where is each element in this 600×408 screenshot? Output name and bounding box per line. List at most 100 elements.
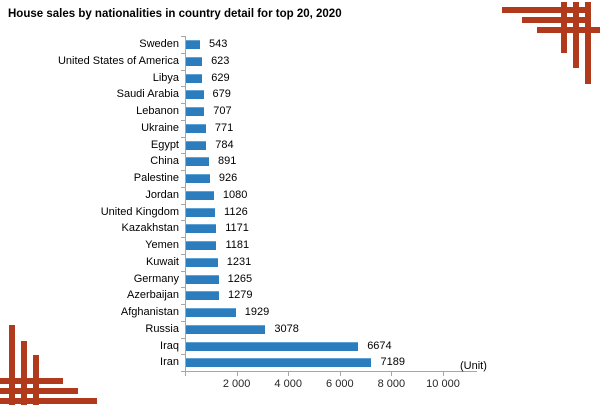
bar [186, 341, 359, 351]
corner-decoration-bottom-left [0, 325, 97, 405]
value-label: 7189 [380, 356, 405, 369]
value-label: 1126 [224, 205, 248, 218]
decoration-bars [502, 2, 600, 84]
x-tick-label: 2 000 [222, 378, 251, 390]
y-tick [181, 136, 185, 138]
y-tick [181, 371, 185, 372]
category-label: United States of America [57, 54, 179, 67]
category-label: Iraq [160, 339, 179, 352]
value-label: 1080 [222, 188, 248, 201]
value-label: 543 [209, 38, 228, 50]
bar [186, 157, 209, 167]
y-tick [181, 36, 185, 37]
y-tick [181, 203, 185, 205]
bar [186, 56, 203, 66]
x-tick [339, 372, 341, 376]
decoration-bars [0, 325, 97, 405]
value-label: 1181 [225, 239, 250, 251]
value-label: 1265 [227, 272, 253, 285]
category-label: China [150, 155, 179, 168]
y-tick [181, 320, 185, 322]
value-label: 784 [215, 138, 234, 151]
category-label: Russia [145, 322, 179, 335]
category-label: Jordan [145, 188, 179, 201]
bar [186, 274, 219, 284]
bar [186, 73, 203, 83]
bar [186, 107, 205, 116]
category-label: Yemen [145, 239, 179, 251]
value-label: 926 [218, 172, 238, 184]
y-tick [181, 186, 185, 188]
category-label: Libya [152, 71, 179, 84]
y-tick [181, 52, 185, 54]
category-label: United Kingdom [100, 205, 179, 218]
value-label: 679 [212, 88, 231, 101]
y-tick [181, 86, 185, 88]
chart-title: House sales by nationalities in country … [8, 8, 342, 20]
bar [186, 40, 200, 49]
y-tick [181, 170, 185, 171]
y-tick [181, 253, 185, 255]
bar [186, 174, 210, 183]
y-tick [181, 304, 185, 305]
y-tick [181, 270, 185, 272]
category-label: Sweden [139, 38, 179, 50]
corner-decoration-top-right [502, 2, 600, 84]
value-label: 1231 [226, 255, 252, 268]
y-tick [181, 153, 185, 155]
bar [186, 291, 219, 301]
value-label: 3078 [274, 322, 299, 335]
x-tick [185, 372, 186, 376]
x-tick [391, 372, 393, 376]
value-label: 1171 [225, 222, 249, 235]
bar [186, 123, 206, 133]
bar [186, 224, 217, 234]
y-tick [181, 220, 185, 222]
category-label: Egypt [150, 138, 179, 151]
x-tick-label: 8 000 [377, 378, 406, 390]
category-label: Palestine [133, 172, 179, 184]
value-label: 707 [213, 105, 232, 117]
category-label: Kuwait [145, 255, 179, 268]
x-tick-label: 10 000 [426, 378, 460, 390]
value-label: 629 [211, 71, 230, 84]
y-tick [181, 237, 185, 238]
category-label: Kazakhstan [121, 222, 179, 235]
category-label: Saudi Arabia [116, 88, 179, 101]
value-label: 891 [217, 155, 237, 168]
value-label: 623 [211, 54, 230, 67]
category-label: Lebanon [136, 105, 179, 117]
bar [186, 190, 214, 200]
y-tick [181, 69, 185, 71]
value-label: 771 [214, 121, 234, 134]
bar [186, 257, 218, 267]
x-tick [288, 372, 290, 376]
y-tick [181, 119, 185, 121]
bar [186, 358, 372, 368]
value-label: 6674 [367, 339, 392, 352]
y-tick [181, 287, 185, 289]
y-tick [181, 337, 185, 339]
category-label: Afghanistan [120, 306, 179, 318]
bar [186, 207, 216, 217]
y-tick [181, 103, 185, 104]
category-label: Iran [160, 356, 179, 369]
value-label: 1279 [227, 289, 253, 302]
bar [186, 324, 266, 334]
x-axis-line [185, 371, 477, 372]
category-label: Ukraine [141, 121, 179, 134]
x-tick-label: 4 000 [274, 378, 302, 390]
bar [186, 308, 236, 317]
bar [186, 90, 204, 100]
unit-label: (Unit) [460, 360, 487, 372]
x-tick [236, 372, 238, 376]
bar [186, 140, 207, 150]
value-label: 1929 [244, 306, 270, 318]
bar [186, 241, 217, 250]
category-label: Germany [133, 272, 179, 285]
category-label: Azerbaijan [127, 289, 179, 302]
x-tick [443, 372, 444, 376]
x-tick-label: 6 000 [326, 378, 354, 390]
y-axis-line [185, 36, 186, 372]
